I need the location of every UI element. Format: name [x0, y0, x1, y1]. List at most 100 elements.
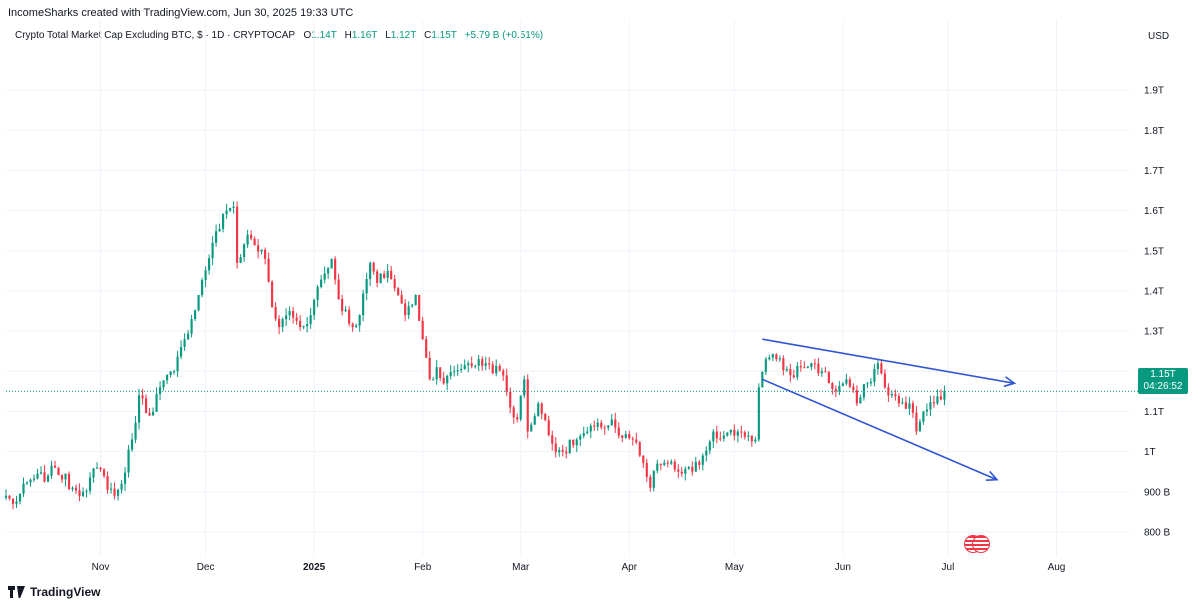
candle [134, 416, 137, 444]
candle [400, 290, 403, 304]
candle [78, 483, 81, 502]
candle [488, 356, 491, 370]
candle [603, 424, 606, 435]
candle [302, 325, 305, 330]
candle [925, 403, 928, 417]
candle [719, 431, 722, 442]
x-tick-label: May [725, 562, 744, 573]
candle [512, 405, 515, 424]
x-axis[interactable]: Nov Dec 2025 Feb Mar Apr May Jun Jul Aug [92, 562, 1066, 573]
us-flag-icon[interactable] [964, 535, 990, 553]
candle [246, 229, 249, 248]
x-tick-label: Nov [92, 562, 110, 573]
candle [575, 437, 578, 453]
candle [733, 424, 736, 441]
candle [190, 314, 193, 338]
candle [432, 376, 435, 381]
candle [897, 393, 900, 408]
candle [176, 350, 179, 377]
candle [943, 385, 946, 406]
x-tick-label: Aug [1048, 562, 1066, 573]
candle [130, 433, 134, 452]
currency-label[interactable]: USD [1148, 31, 1170, 42]
candle [792, 369, 795, 379]
candle [789, 363, 792, 383]
candle [32, 474, 36, 482]
candle [579, 433, 582, 447]
candle [18, 493, 22, 505]
candle [113, 482, 116, 500]
x-tick-label: Dec [197, 562, 215, 573]
candle [838, 381, 841, 396]
candle [901, 397, 904, 405]
candle [834, 385, 837, 398]
candle [151, 407, 155, 416]
candle [841, 381, 844, 387]
candle [369, 261, 372, 286]
candle [4, 489, 8, 501]
candle [260, 249, 263, 255]
candle [236, 201, 239, 269]
candle [208, 254, 211, 275]
candle [362, 289, 365, 322]
x-tick-label: Jul [942, 562, 955, 573]
candle [229, 207, 232, 213]
y-tick-label: 800 B [1144, 527, 1170, 538]
close-value: 1.15T [431, 30, 457, 41]
candle [22, 477, 25, 497]
candle [540, 402, 543, 420]
candle [109, 482, 113, 494]
symbol-title[interactable]: Crypto Total Market Cap Excluding BTC, $… [15, 30, 296, 41]
candle [358, 314, 361, 332]
tradingview-logo[interactable]: TradingView [8, 585, 100, 599]
candle [799, 359, 802, 372]
candle [393, 274, 396, 292]
y-tick-label: 1.9T [1144, 86, 1164, 97]
lower-trendline[interactable] [762, 378, 999, 482]
candle [309, 307, 312, 329]
candle [862, 384, 865, 401]
candle [271, 280, 274, 308]
candle [155, 387, 158, 412]
attribution-text: IncomeSharks created with TradingView.co… [8, 7, 354, 19]
candle [621, 435, 624, 443]
upper-trendline[interactable] [762, 338, 1017, 388]
candle [614, 412, 617, 433]
candle [172, 369, 176, 375]
last-price-tag: 1.15T 04:26:52 [1138, 368, 1188, 394]
candle [600, 419, 603, 430]
candle [544, 412, 547, 422]
y-tick-label: 1.8T [1144, 126, 1164, 137]
candle [407, 301, 410, 320]
trendlines[interactable] [762, 338, 1017, 482]
candle [694, 456, 697, 472]
candle [414, 294, 417, 306]
candle [442, 371, 445, 385]
candle [642, 455, 645, 469]
candle [687, 466, 690, 470]
candle [211, 236, 214, 265]
candle [81, 487, 85, 498]
candle [29, 478, 32, 487]
candle [274, 302, 277, 322]
candle [376, 269, 379, 288]
candle [404, 299, 407, 322]
candle [582, 426, 585, 439]
candle [64, 473, 67, 487]
candle [824, 366, 827, 373]
candle [526, 374, 529, 439]
candle [299, 315, 302, 331]
candle [15, 495, 18, 508]
candle [866, 381, 869, 389]
candle [165, 374, 169, 385]
open-label: O [303, 30, 312, 41]
candle [764, 356, 767, 376]
candle [25, 481, 29, 486]
candle [547, 415, 550, 437]
candle [243, 242, 246, 262]
candle [519, 395, 522, 422]
candle [306, 316, 309, 333]
candle [537, 401, 540, 417]
